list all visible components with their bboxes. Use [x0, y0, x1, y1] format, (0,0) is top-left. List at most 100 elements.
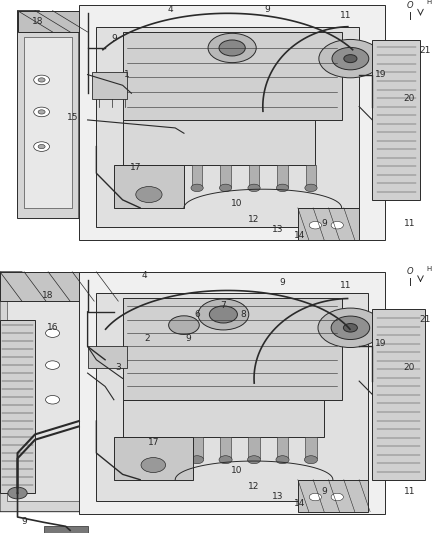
- Circle shape: [331, 494, 343, 501]
- Text: 11: 11: [404, 487, 415, 496]
- Text: 20: 20: [404, 364, 415, 372]
- Circle shape: [34, 107, 49, 117]
- Text: 8: 8: [240, 310, 246, 319]
- FancyBboxPatch shape: [248, 437, 260, 458]
- Circle shape: [191, 456, 204, 464]
- FancyBboxPatch shape: [220, 165, 231, 187]
- Circle shape: [248, 184, 260, 191]
- Text: 18: 18: [42, 292, 54, 300]
- FancyBboxPatch shape: [135, 165, 145, 187]
- Text: 9: 9: [264, 5, 270, 14]
- Circle shape: [331, 222, 343, 229]
- Text: 2: 2: [144, 334, 149, 343]
- Circle shape: [344, 55, 357, 63]
- Text: 1: 1: [124, 70, 130, 79]
- Circle shape: [38, 144, 45, 149]
- FancyBboxPatch shape: [163, 165, 174, 187]
- Polygon shape: [18, 11, 79, 219]
- Circle shape: [219, 184, 232, 191]
- Polygon shape: [123, 400, 324, 437]
- FancyBboxPatch shape: [92, 72, 127, 99]
- Text: H: H: [427, 266, 432, 272]
- Polygon shape: [79, 5, 385, 240]
- Circle shape: [247, 456, 261, 464]
- Circle shape: [319, 39, 382, 78]
- Polygon shape: [0, 272, 123, 301]
- Polygon shape: [7, 298, 81, 501]
- Text: 4: 4: [168, 5, 173, 14]
- Text: 14: 14: [294, 231, 306, 240]
- Circle shape: [331, 316, 370, 340]
- Circle shape: [332, 47, 369, 70]
- Text: 3: 3: [115, 364, 121, 372]
- Circle shape: [305, 184, 317, 191]
- Circle shape: [209, 306, 237, 323]
- Text: 21: 21: [419, 316, 431, 324]
- Text: 17: 17: [148, 438, 159, 447]
- Polygon shape: [372, 309, 425, 480]
- Text: 9: 9: [279, 278, 286, 287]
- Polygon shape: [0, 320, 35, 493]
- FancyBboxPatch shape: [191, 437, 203, 458]
- Text: 9: 9: [111, 34, 117, 43]
- Circle shape: [34, 75, 49, 85]
- Polygon shape: [114, 165, 184, 208]
- Polygon shape: [96, 293, 368, 501]
- Text: 10: 10: [231, 199, 242, 208]
- FancyBboxPatch shape: [306, 165, 316, 187]
- Text: O: O: [406, 1, 413, 10]
- Text: 13: 13: [272, 225, 284, 233]
- Circle shape: [318, 308, 383, 348]
- Text: 6: 6: [194, 310, 200, 319]
- Polygon shape: [123, 32, 342, 120]
- Circle shape: [309, 494, 321, 501]
- Text: H: H: [427, 0, 432, 5]
- Polygon shape: [298, 480, 368, 512]
- Circle shape: [134, 184, 146, 191]
- Text: 7: 7: [220, 301, 226, 310]
- Polygon shape: [114, 437, 193, 480]
- Text: O: O: [406, 268, 413, 276]
- FancyBboxPatch shape: [192, 165, 202, 187]
- Polygon shape: [18, 11, 123, 32]
- Circle shape: [191, 184, 203, 191]
- Text: 4: 4: [142, 271, 147, 280]
- Text: 13: 13: [272, 492, 284, 500]
- FancyBboxPatch shape: [163, 437, 174, 458]
- Circle shape: [162, 456, 175, 464]
- Text: 19: 19: [375, 340, 387, 348]
- Circle shape: [208, 33, 256, 63]
- Polygon shape: [79, 272, 385, 514]
- Text: 19: 19: [375, 70, 387, 79]
- Circle shape: [134, 456, 147, 464]
- Circle shape: [276, 184, 289, 191]
- FancyBboxPatch shape: [134, 437, 146, 458]
- Text: 18: 18: [32, 17, 43, 26]
- Circle shape: [46, 395, 60, 404]
- Text: 10: 10: [231, 466, 242, 475]
- Text: 9: 9: [321, 220, 327, 228]
- Circle shape: [169, 316, 199, 335]
- Circle shape: [136, 187, 162, 203]
- Polygon shape: [123, 298, 342, 400]
- Circle shape: [219, 40, 245, 56]
- Polygon shape: [44, 527, 88, 533]
- Text: 11: 11: [340, 281, 352, 289]
- Polygon shape: [0, 272, 88, 512]
- Polygon shape: [24, 37, 72, 208]
- Polygon shape: [298, 208, 359, 240]
- Circle shape: [141, 457, 166, 473]
- Circle shape: [198, 299, 249, 330]
- Text: 20: 20: [404, 94, 415, 103]
- Text: 9: 9: [185, 334, 191, 343]
- Text: 15: 15: [67, 113, 78, 122]
- Circle shape: [38, 110, 45, 114]
- Text: 17: 17: [130, 164, 141, 172]
- FancyBboxPatch shape: [277, 437, 288, 458]
- Text: 11: 11: [340, 12, 352, 20]
- Text: 9: 9: [321, 487, 327, 496]
- Circle shape: [309, 222, 321, 229]
- Text: 21: 21: [419, 46, 431, 55]
- Circle shape: [46, 361, 60, 369]
- Circle shape: [343, 324, 357, 332]
